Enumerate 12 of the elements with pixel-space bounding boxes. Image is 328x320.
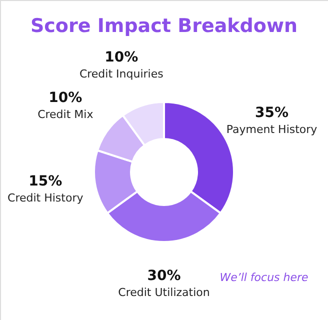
data-label: 15% [28, 174, 62, 190]
data-label: 10% [48, 90, 82, 106]
slice-label: Credit Mix [38, 108, 94, 122]
data-label: 35% [255, 105, 289, 122]
text: We’ll focus here [220, 271, 309, 284]
data-label: 10% [104, 49, 138, 66]
slice-label: Credit Utilization [118, 286, 210, 299]
slice-label: Payment History [226, 123, 318, 136]
slice-label: Credit History [8, 192, 84, 205]
chart-title: Score Impact Breakdown [30, 15, 298, 37]
data-label: 30% [147, 268, 181, 284]
slice-label: Credit Inquiries [79, 67, 164, 80]
